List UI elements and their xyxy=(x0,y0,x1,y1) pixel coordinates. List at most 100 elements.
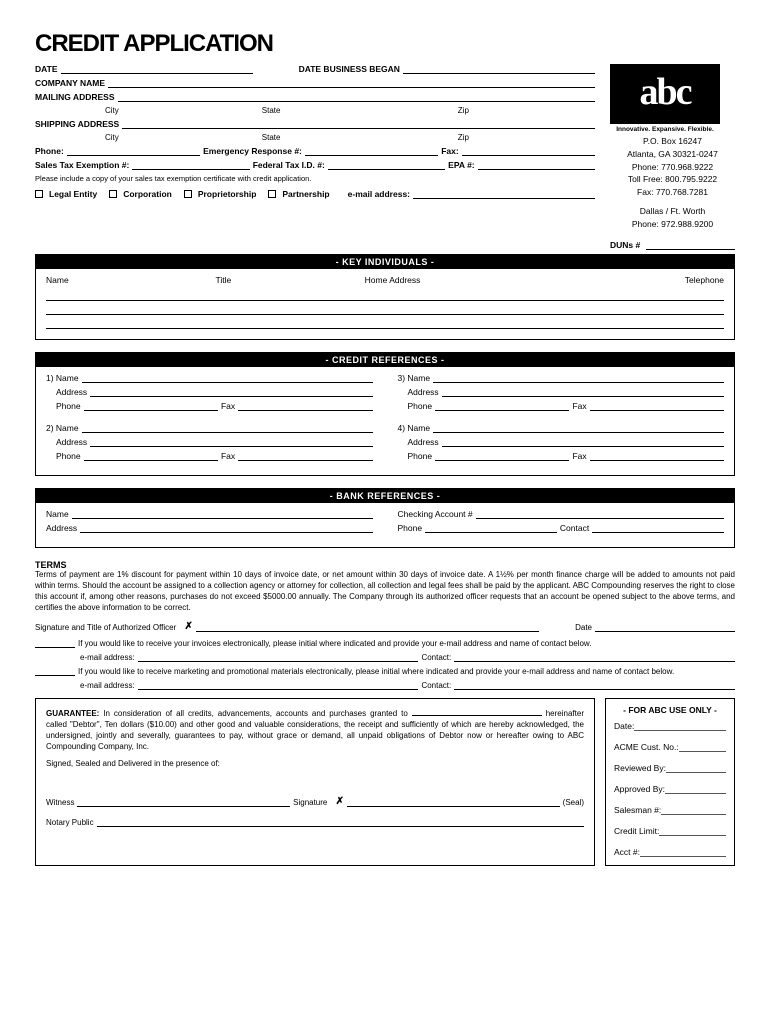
guarantee-text1: In consideration of all credits, advance… xyxy=(103,709,408,718)
ref1-addr-input[interactable] xyxy=(90,387,372,397)
key-row-2[interactable] xyxy=(46,301,724,315)
company-label: COMPANY NAME xyxy=(35,78,105,88)
use-acct-label: Acct #: xyxy=(614,847,640,857)
partner-checkbox[interactable] xyxy=(268,190,276,198)
ref3-addr-input[interactable] xyxy=(442,387,724,397)
prop-checkbox[interactable] xyxy=(184,190,192,198)
use-date-label: Date: xyxy=(614,721,634,731)
credit-references-section: - CREDIT REFERENCES - 1) Name Address Ph… xyxy=(35,352,735,476)
col-name: Name xyxy=(46,275,216,285)
witness-input[interactable] xyxy=(77,797,290,807)
ref4-addr-label: Address xyxy=(408,437,439,447)
key-row-3[interactable] xyxy=(46,315,724,329)
phone-input[interactable] xyxy=(67,146,200,156)
ref3-phone-input[interactable] xyxy=(435,401,569,411)
fed-tax-input[interactable] xyxy=(328,160,445,170)
corp-label: Corporation xyxy=(123,189,172,199)
ref1-name-input[interactable] xyxy=(82,373,373,383)
date-input[interactable] xyxy=(61,64,253,74)
bank-phone-input[interactable] xyxy=(425,523,557,533)
invoice-note: If you would like to receive your invoic… xyxy=(78,639,591,648)
bank-contact-input[interactable] xyxy=(592,523,724,533)
bank-name-input[interactable] xyxy=(72,509,373,519)
key-individuals-section: - KEY INDIVIDUALS - Name Title Home Addr… xyxy=(35,254,735,340)
witness-label: Witness xyxy=(46,798,74,807)
notary-input[interactable] xyxy=(97,817,584,827)
email-label: e-mail address: xyxy=(348,189,410,199)
ref3-fax-input[interactable] xyxy=(590,401,724,411)
use-cust-input[interactable] xyxy=(679,742,726,752)
city-label: City xyxy=(105,106,262,115)
marketing-initial-input[interactable] xyxy=(35,666,75,676)
use-salesman-label: Salesman #: xyxy=(614,805,661,815)
bank-contact-label: Contact xyxy=(560,523,589,533)
sig-input[interactable] xyxy=(196,622,539,632)
ref2-fax-input[interactable] xyxy=(238,451,372,461)
email-input[interactable] xyxy=(413,189,595,199)
ref4-fax-input[interactable] xyxy=(590,451,724,461)
ref4-name-label: 4) Name xyxy=(398,423,431,433)
marketing-email-label: e-mail address: xyxy=(80,681,135,690)
ref3-fax-label: Fax xyxy=(572,401,586,411)
city-label-2: City xyxy=(105,133,262,142)
invoice-email-input[interactable] xyxy=(138,652,419,662)
use-reviewed-input[interactable] xyxy=(666,763,726,773)
ref1-fax-input[interactable] xyxy=(238,401,372,411)
fax-input[interactable] xyxy=(462,146,595,156)
ref2-addr-input[interactable] xyxy=(90,437,372,447)
marketing-contact-input[interactable] xyxy=(454,680,735,690)
bank-addr-input[interactable] xyxy=(80,523,372,533)
invoice-contact-input[interactable] xyxy=(454,652,735,662)
sales-tax-input[interactable] xyxy=(132,160,249,170)
invoice-contact-label: Contact: xyxy=(421,653,451,662)
terms-title: TERMS xyxy=(35,560,735,570)
use-only-box: - FOR ABC USE ONLY - Date: ACME Cust. No… xyxy=(605,698,735,866)
ref4-phone-input[interactable] xyxy=(435,451,569,461)
signature-input[interactable] xyxy=(347,797,560,807)
ref1-phone-input[interactable] xyxy=(84,401,218,411)
date-biz-input[interactable] xyxy=(403,64,595,74)
duns-label: DUNs # xyxy=(610,240,640,250)
marketing-email-input[interactable] xyxy=(138,680,419,690)
key-row-1[interactable] xyxy=(46,287,724,301)
addr-line1: P.O. Box 16247 xyxy=(610,135,735,148)
duns-input[interactable] xyxy=(646,240,735,250)
legal-checkbox[interactable] xyxy=(35,190,43,198)
use-only-title: - FOR ABC USE ONLY - xyxy=(614,705,726,715)
ref1-addr-label: Address xyxy=(56,387,87,397)
fax-label: Fax: xyxy=(441,146,458,156)
ref2-name-input[interactable] xyxy=(82,423,373,433)
ref3-name-input[interactable] xyxy=(433,373,724,383)
ref1-phone-label: Phone xyxy=(56,401,81,411)
use-salesman-input[interactable] xyxy=(661,805,726,815)
x-mark-icon-2: ✗ xyxy=(336,796,344,807)
invoice-initial-input[interactable] xyxy=(35,638,75,648)
mailing-input[interactable] xyxy=(118,92,596,102)
use-date-input[interactable] xyxy=(634,721,726,731)
use-approved-input[interactable] xyxy=(665,784,726,794)
ref2-fax-label: Fax xyxy=(221,451,235,461)
emergency-input[interactable] xyxy=(305,146,438,156)
prop-label: Proprietorship xyxy=(198,189,257,199)
logo-text: abc xyxy=(610,64,720,124)
bank-checking-input[interactable] xyxy=(476,509,724,519)
zip-label: Zip xyxy=(458,106,595,115)
seal-label: (Seal) xyxy=(563,798,584,807)
company-input[interactable] xyxy=(108,78,595,88)
shipping-input[interactable] xyxy=(122,119,595,129)
use-acct-input[interactable] xyxy=(640,847,726,857)
guarantee-signed: Signed, Sealed and Delivered in the pres… xyxy=(46,759,584,768)
corp-checkbox[interactable] xyxy=(109,190,117,198)
ref4-name-input[interactable] xyxy=(433,423,724,433)
epa-input[interactable] xyxy=(478,160,595,170)
legal-label: Legal Entity xyxy=(49,189,97,199)
phone-label: Phone: xyxy=(35,146,64,156)
ref4-addr-input[interactable] xyxy=(442,437,724,447)
use-credit-input[interactable] xyxy=(659,826,726,836)
credit-ref-title: - CREDIT REFERENCES - xyxy=(36,353,734,367)
sig-date-input[interactable] xyxy=(595,622,735,632)
ref2-phone-input[interactable] xyxy=(84,451,218,461)
guarantee-title: GUARANTEE: xyxy=(46,709,99,718)
zip-label-2: Zip xyxy=(458,133,595,142)
invoice-email-label: e-mail address: xyxy=(80,653,135,662)
